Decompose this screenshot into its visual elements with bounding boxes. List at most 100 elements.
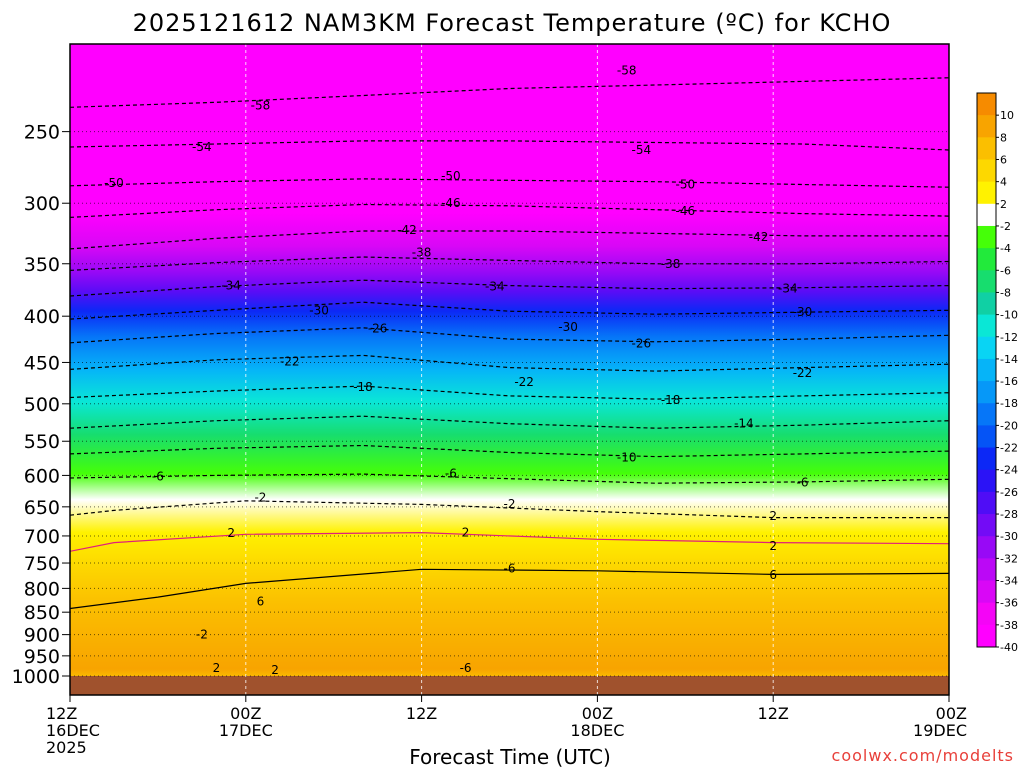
- colorbar-label: -32: [1000, 552, 1018, 565]
- contour-label: -22: [793, 366, 813, 380]
- colorbar-label: 10: [1000, 109, 1014, 122]
- contour-label: -2: [254, 491, 266, 505]
- contour-label: -38: [412, 245, 432, 259]
- contour-label: -42: [397, 223, 417, 237]
- colorbar-label: -2: [1000, 220, 1011, 233]
- y-tick-label: 1000: [12, 666, 60, 688]
- colorbar-label: -38: [1000, 619, 1018, 632]
- y-tick-label: 350: [24, 254, 60, 276]
- colorbar-label: -10: [1000, 309, 1018, 322]
- isotherm-line: [70, 531, 949, 552]
- colorbar-swatch: [977, 336, 996, 360]
- colorbar-label: -8: [1000, 286, 1011, 299]
- contour-label: -6: [504, 562, 516, 576]
- y-tick-label: 800: [24, 578, 60, 600]
- contour-label: -50: [675, 177, 695, 191]
- colorbar-label: -6: [1000, 264, 1011, 277]
- colorbar-label: -20: [1000, 419, 1018, 432]
- x-tick-label: 12Z: [406, 704, 437, 723]
- colorbar-label: -26: [1000, 486, 1018, 499]
- y-tick-label: 600: [24, 465, 60, 487]
- y-axis: 2503003504004505005506006507007508008509…: [12, 122, 70, 688]
- contour-label: -38: [661, 257, 681, 271]
- colorbar-swatch: [977, 225, 996, 249]
- contour-label: 2: [213, 661, 221, 675]
- plot-area: -58 -58 -54 -54 -50 -50 -50 -46 -46 -42 -42 -38 -38 -…: [69, 43, 950, 696]
- colorbar-swatch: [977, 181, 996, 205]
- contour-label: -2: [196, 628, 208, 642]
- contour-label: -58: [617, 64, 637, 78]
- colorbar-swatch: [977, 624, 996, 648]
- colorbar-swatch: [977, 93, 996, 116]
- colorbar-swatch: [977, 358, 996, 382]
- colorbar-swatch: [977, 491, 996, 515]
- x-tick-label: 12Z: [46, 704, 77, 723]
- y-tick-label: 500: [24, 394, 60, 416]
- contour-label: -10: [617, 450, 637, 464]
- x-tick-label: 2025: [46, 738, 87, 757]
- colorbar-swatch: [977, 580, 996, 604]
- contour-label: -18: [661, 393, 681, 407]
- contour-label: -54: [192, 140, 212, 154]
- y-tick-label: 650: [24, 497, 60, 519]
- colorbar-swatch: [977, 159, 996, 183]
- x-tick-label: 12Z: [758, 704, 789, 723]
- contour-label: 2: [769, 539, 777, 553]
- y-tick-label: 250: [24, 122, 60, 144]
- credit-link[interactable]: coolwx.com/modelts: [832, 746, 1014, 765]
- contour-label: -34: [221, 279, 241, 293]
- contour-label: -34: [485, 280, 505, 294]
- contour-label: -58: [251, 99, 271, 113]
- colorbar-swatch: [977, 469, 996, 493]
- contour-label: -46: [441, 196, 461, 210]
- contour-label: 6: [769, 568, 777, 582]
- colorbar-label: -16: [1000, 375, 1018, 388]
- colorbar-swatch: [977, 248, 996, 271]
- colorbar-swatch: [977, 602, 996, 626]
- y-tick-label: 400: [24, 306, 60, 328]
- x-tick-label: 00Z: [230, 704, 261, 723]
- contour-label: 2: [769, 509, 777, 523]
- x-tick-label: 00Z: [582, 704, 613, 723]
- contour-label: -46: [675, 204, 695, 218]
- x-tick-label: 18DEC: [570, 721, 624, 740]
- colorbar-label: 4: [1000, 176, 1007, 189]
- contour-label: -50: [104, 176, 124, 190]
- contour-label: -30: [309, 303, 329, 317]
- colorbar-label: -12: [1000, 331, 1018, 344]
- y-tick-label: 550: [24, 431, 60, 453]
- contour-label: -42: [749, 230, 769, 244]
- contour-label: -26: [368, 322, 388, 336]
- contour-label: -2: [504, 497, 516, 511]
- colorbar-label: -30: [1000, 530, 1018, 543]
- contour-label: -26: [632, 337, 652, 351]
- colorbar-label: -24: [1000, 464, 1018, 477]
- contour-label: -22: [280, 355, 300, 369]
- colorbar-swatch: [977, 115, 996, 138]
- colorbar-legend: 10 8 6 4 2 -2 -4 -6 -8 -10 -12 -14 -16 -18 -20 -22 -24 -2…: [976, 92, 1018, 654]
- contour-label: 6: [257, 594, 265, 608]
- isotherm-line: [70, 568, 949, 610]
- contour-label: -30: [558, 320, 578, 334]
- y-tick-label: 300: [24, 193, 60, 215]
- y-tick-label: 700: [24, 526, 60, 548]
- colorbar-label: -34: [1000, 575, 1018, 588]
- y-tick-label: 450: [24, 352, 60, 374]
- colorbar-label: -36: [1000, 597, 1018, 610]
- colorbar-label: -22: [1000, 442, 1018, 455]
- colorbar-swatch: [977, 514, 996, 537]
- contour-label: -22: [514, 375, 534, 389]
- contour-label: -50: [441, 169, 461, 183]
- colorbar-label: 8: [1000, 131, 1007, 144]
- y-tick-label: 850: [24, 602, 60, 624]
- y-tick-label: 950: [24, 646, 60, 668]
- contour-label: -6: [797, 476, 809, 490]
- contour-label: -54: [632, 143, 652, 157]
- x-tick-label: 00Z: [936, 704, 967, 723]
- colorbar-frame: [976, 92, 997, 648]
- contour-label: -6: [152, 470, 164, 484]
- contour-label: -6: [445, 466, 457, 480]
- colorbar-label: 2: [1000, 198, 1007, 211]
- contour-label: -34: [778, 282, 798, 296]
